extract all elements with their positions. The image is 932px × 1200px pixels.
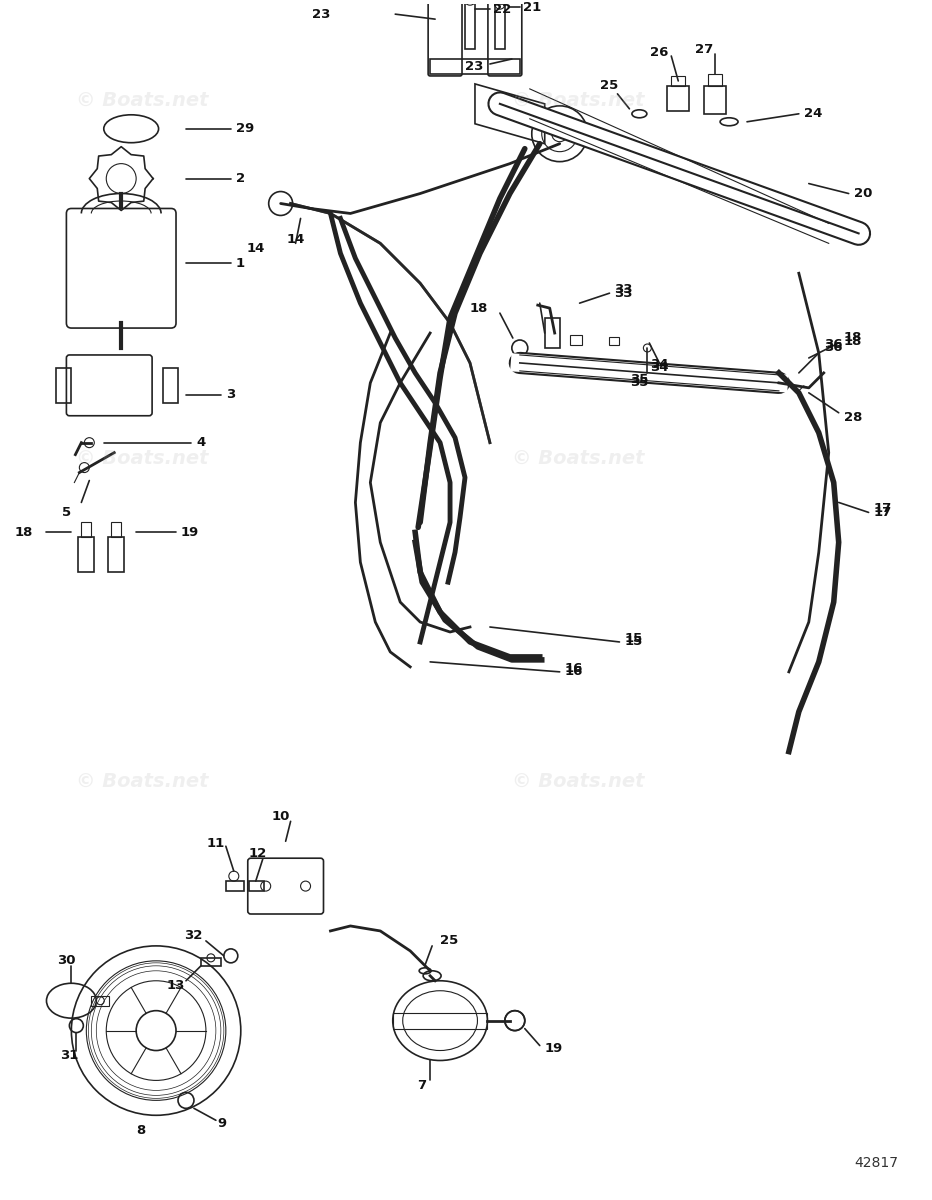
Text: 27: 27: [695, 42, 713, 55]
Text: 21: 21: [523, 1, 541, 13]
Text: 10: 10: [271, 810, 290, 823]
Bar: [465, 0, 475, 49]
Bar: [249, 881, 264, 892]
Text: 34: 34: [651, 361, 668, 374]
Bar: [610, 337, 620, 344]
Text: 31: 31: [61, 1049, 78, 1062]
Text: 23: 23: [464, 60, 483, 73]
Bar: [495, 4, 505, 49]
Text: 19: 19: [181, 526, 199, 539]
Text: 18: 18: [14, 526, 33, 539]
Text: 3: 3: [226, 389, 235, 401]
Bar: [667, 86, 690, 110]
Text: 15: 15: [624, 632, 643, 644]
Text: 4: 4: [196, 436, 205, 449]
Text: 29: 29: [236, 122, 254, 136]
Text: 9: 9: [218, 1117, 227, 1129]
Bar: [57, 368, 72, 403]
Text: © Boats.net: © Boats.net: [513, 90, 645, 109]
Bar: [705, 86, 726, 114]
Text: 33: 33: [614, 283, 633, 296]
Text: 42817: 42817: [855, 1156, 898, 1170]
Bar: [671, 76, 685, 86]
Text: 8: 8: [136, 1123, 145, 1136]
Bar: [708, 74, 722, 86]
Text: 35: 35: [630, 373, 649, 386]
Text: 25: 25: [600, 79, 619, 92]
Text: 16: 16: [565, 662, 583, 674]
Text: 35: 35: [630, 377, 649, 389]
Bar: [431, 59, 520, 74]
Bar: [393, 1013, 487, 1028]
Text: 33: 33: [614, 287, 633, 300]
Text: 14: 14: [286, 233, 305, 246]
Text: 36: 36: [824, 338, 843, 350]
Text: 32: 32: [184, 930, 202, 942]
Text: 34: 34: [651, 358, 668, 371]
Text: 5: 5: [62, 506, 71, 518]
Text: 26: 26: [651, 46, 668, 59]
Text: 24: 24: [803, 107, 822, 120]
Text: 18: 18: [843, 335, 862, 348]
Text: 15: 15: [624, 636, 643, 648]
Bar: [91, 996, 109, 1006]
Bar: [544, 318, 560, 348]
Text: 1: 1: [236, 257, 245, 270]
Text: 23: 23: [312, 7, 331, 20]
Text: 19: 19: [544, 1042, 563, 1055]
Text: 28: 28: [843, 412, 862, 425]
Bar: [569, 335, 582, 344]
Text: 11: 11: [207, 836, 225, 850]
Text: 16: 16: [565, 665, 583, 678]
Text: 22: 22: [493, 2, 511, 16]
Text: 14: 14: [247, 242, 265, 254]
Text: 25: 25: [440, 935, 459, 948]
Text: 2: 2: [236, 172, 245, 185]
Text: 18: 18: [470, 301, 488, 314]
Bar: [163, 368, 178, 403]
Text: 12: 12: [249, 847, 267, 859]
Text: © Boats.net: © Boats.net: [75, 90, 209, 109]
Text: 36: 36: [824, 342, 843, 354]
Text: 7: 7: [418, 1079, 427, 1092]
Text: © Boats.net: © Boats.net: [75, 772, 209, 791]
Bar: [111, 522, 121, 538]
Bar: [201, 958, 221, 966]
Bar: [226, 881, 244, 892]
Text: © Boats.net: © Boats.net: [75, 449, 209, 468]
Text: 13: 13: [167, 979, 185, 992]
Bar: [78, 538, 94, 572]
Text: 18: 18: [843, 331, 862, 344]
Text: © Boats.net: © Boats.net: [513, 449, 645, 468]
Text: 17: 17: [873, 503, 892, 516]
Text: © Boats.net: © Boats.net: [513, 772, 645, 791]
Text: 17: 17: [873, 506, 892, 518]
Bar: [81, 522, 91, 538]
Text: 30: 30: [57, 954, 75, 967]
Text: 20: 20: [854, 187, 872, 200]
Bar: [108, 538, 124, 572]
